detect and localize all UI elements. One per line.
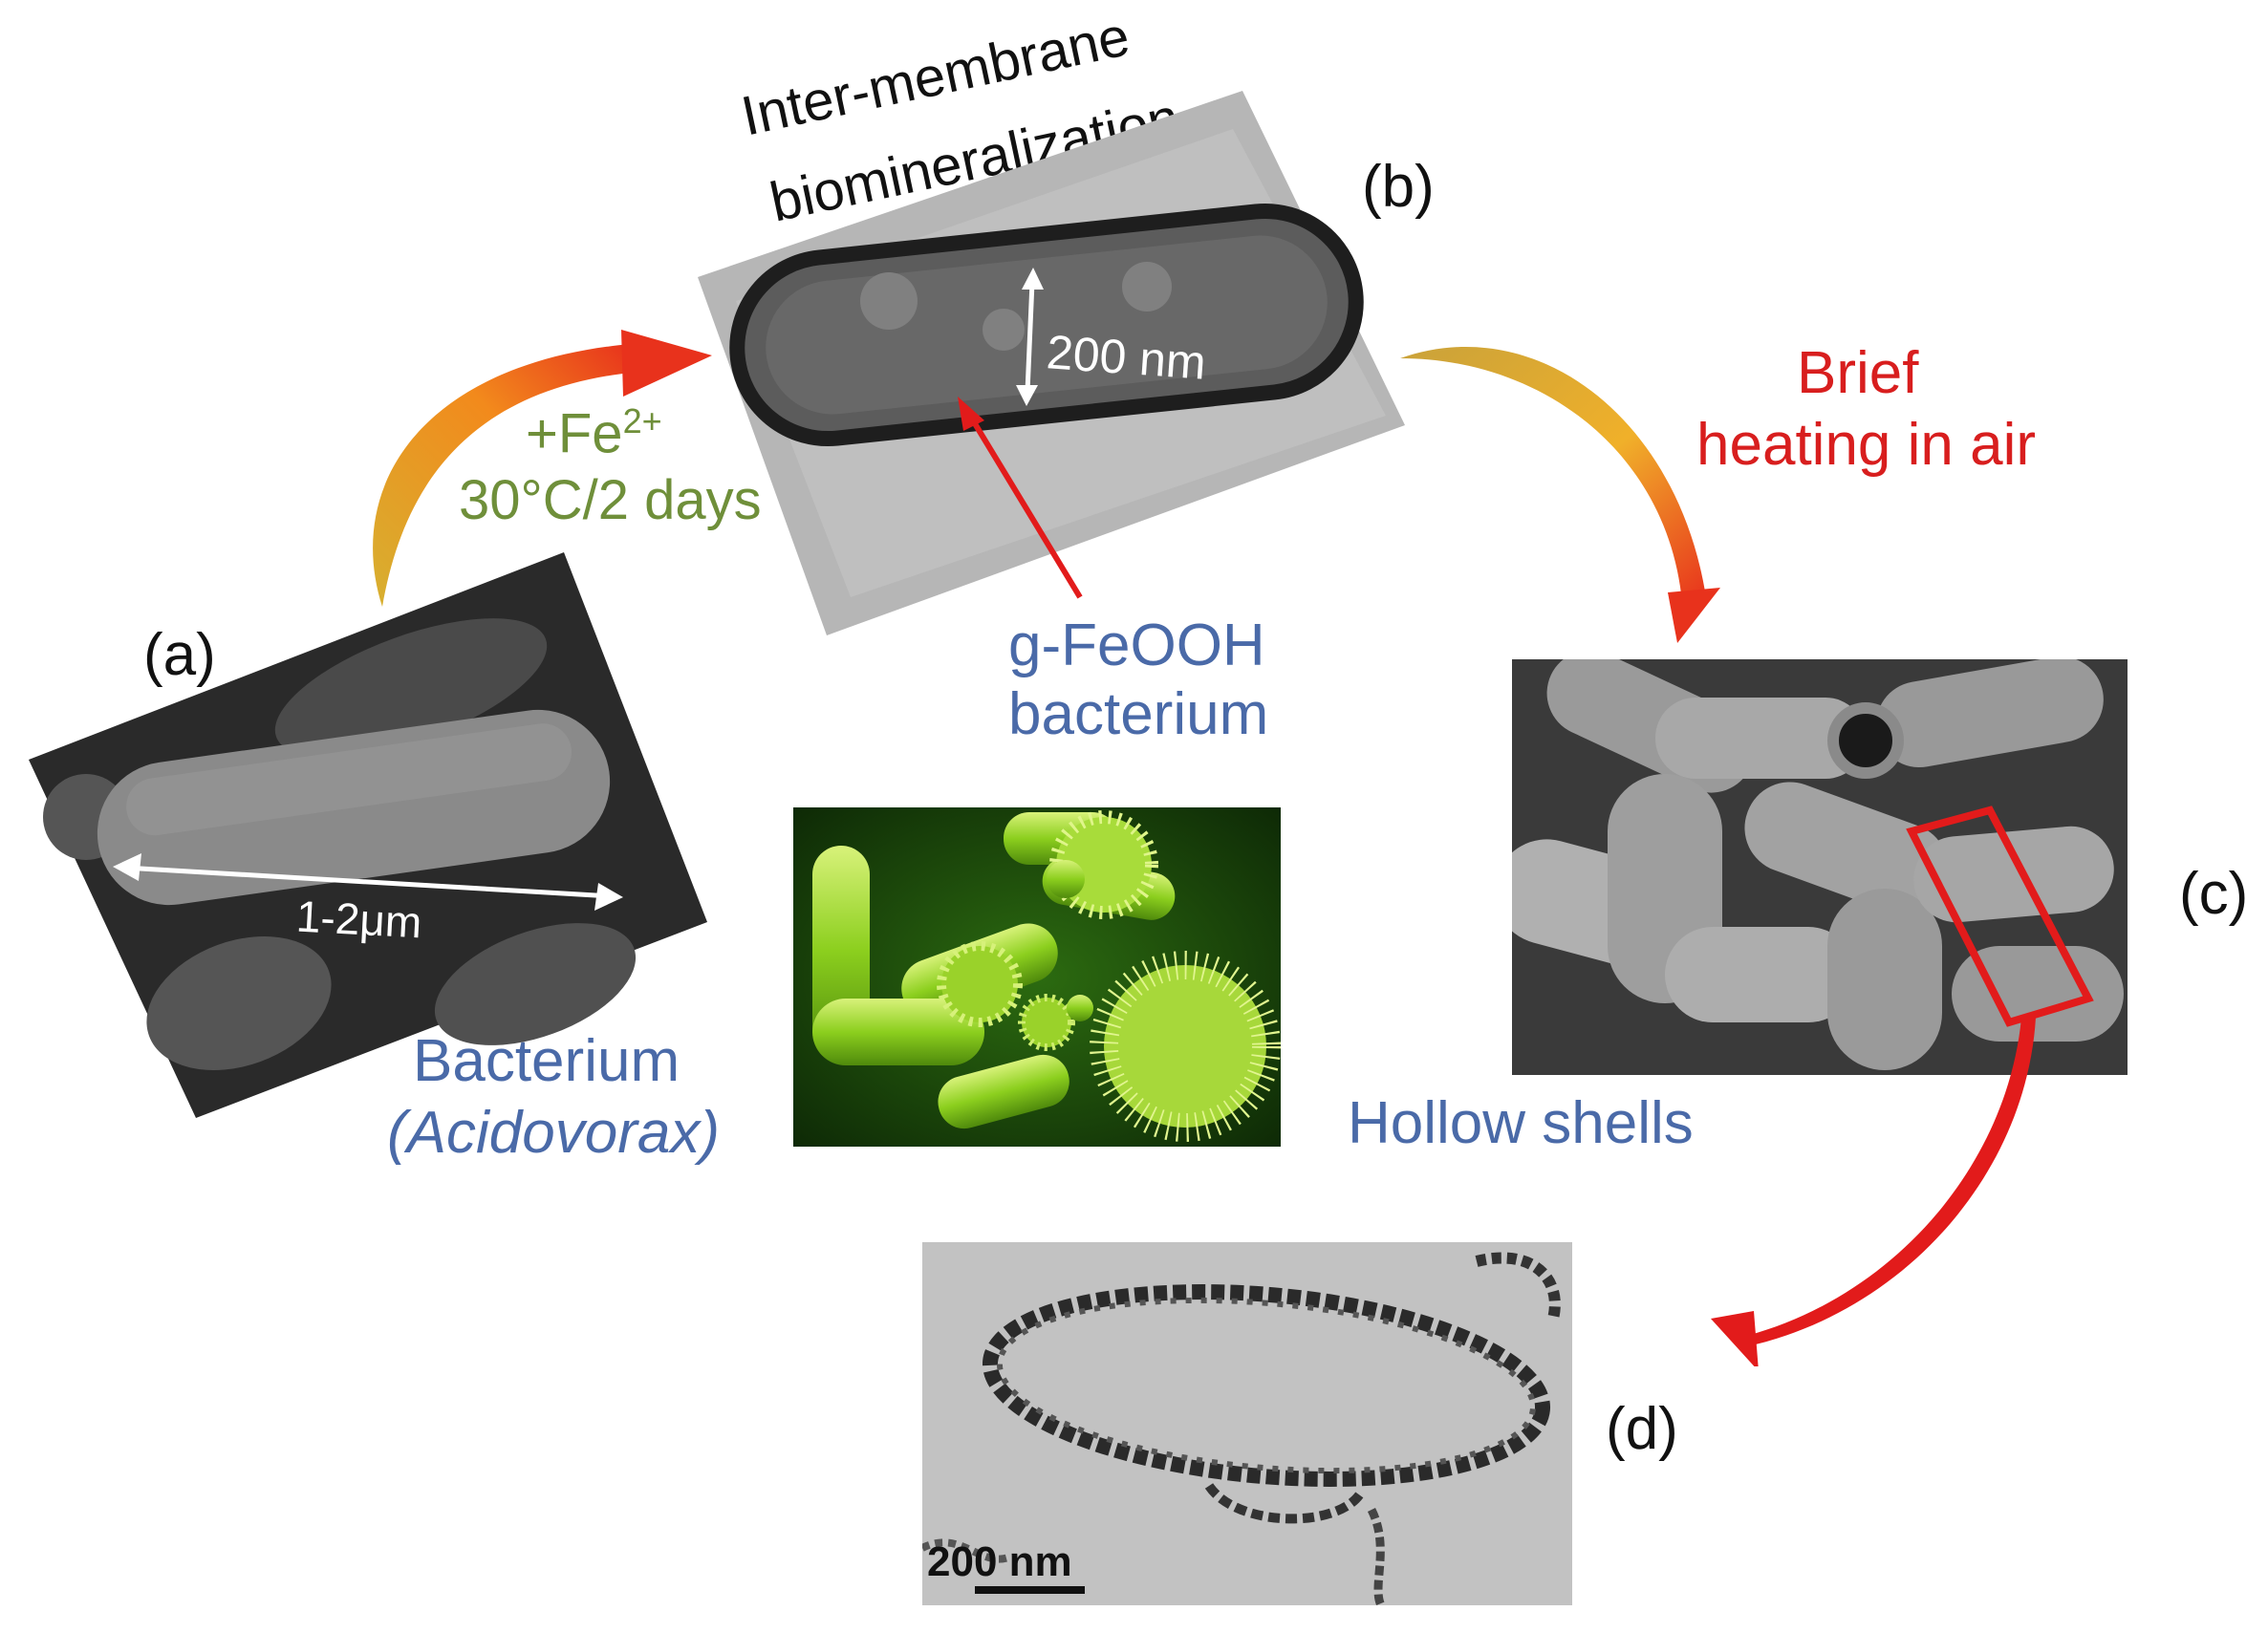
arrow-b-to-c <box>1400 346 1720 643</box>
fe-reagent: +Fe2+ <box>526 401 662 465</box>
heating-line-2: heating in air <box>1696 412 2037 478</box>
product-line-1: g-FeOOH <box>1008 612 1265 678</box>
bacterium-species: (Acidovorax) <box>387 1100 720 1166</box>
panel-d-scale-label: 200 nm <box>927 1538 1072 1585</box>
hollow-shells-caption: Hollow shells <box>1348 1090 1694 1156</box>
bacterium-title: Bacterium <box>413 1028 680 1094</box>
panel-b-image <box>698 91 1405 635</box>
arrow-a-to-b <box>373 330 712 607</box>
bacteria-illustration <box>793 807 1281 1147</box>
panel-d-label: (d) <box>1606 1396 1678 1462</box>
panel-d-image <box>922 1242 1572 1605</box>
panel-a-scale-label: 1-2μm <box>294 891 423 948</box>
product-line-2: bacterium <box>1008 681 1269 747</box>
panel-b-scale-label: 200 nm <box>1045 325 1208 390</box>
panel-a-image <box>29 552 707 1118</box>
arrow-c-to-d <box>1711 1018 2036 1366</box>
heating-line-1: Brief <box>1797 340 1919 406</box>
panel-c-image <box>1512 659 2128 1075</box>
panel-c-label: (c) <box>2179 861 2249 927</box>
panel-b-label: (b) <box>1362 154 1435 220</box>
panel-a-label: (a) <box>143 622 216 688</box>
fe-conditions: 30°C/2 days <box>459 469 762 531</box>
